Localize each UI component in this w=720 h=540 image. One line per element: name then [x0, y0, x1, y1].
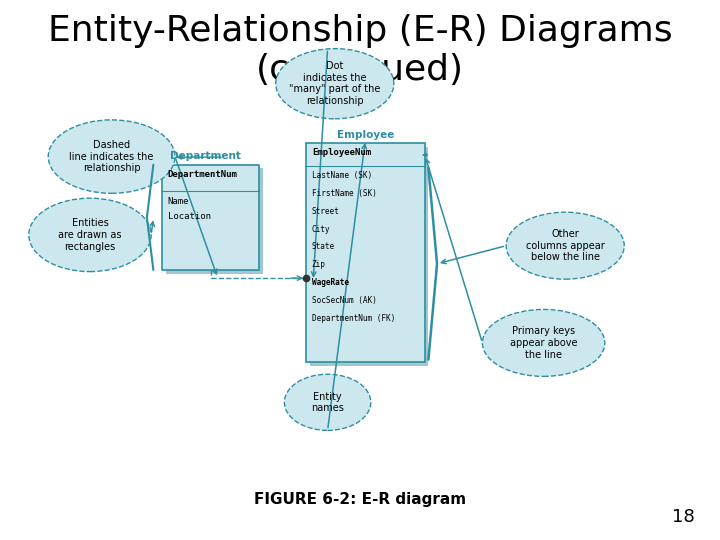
Text: SocSecNum (AK): SocSecNum (AK) [312, 296, 377, 305]
Ellipse shape [284, 374, 371, 430]
FancyBboxPatch shape [166, 168, 263, 274]
Ellipse shape [482, 309, 605, 376]
Ellipse shape [48, 120, 175, 193]
Text: Entity-Relationship (E-R) Diagrams
(continued): Entity-Relationship (E-R) Diagrams (cont… [48, 14, 672, 87]
Text: DepartmentNum (FK): DepartmentNum (FK) [312, 314, 395, 323]
Text: Street: Street [312, 207, 340, 216]
Text: Other
columns appear
below the line: Other columns appear below the line [526, 229, 605, 262]
Text: Name: Name [168, 197, 189, 206]
Text: Primary keys
appear above
the line: Primary keys appear above the line [510, 326, 577, 360]
Text: FIGURE 6-2: E-R diagram: FIGURE 6-2: E-R diagram [254, 492, 466, 507]
Text: DepartmentNum: DepartmentNum [168, 170, 238, 179]
Text: Entity
names: Entity names [311, 392, 344, 413]
Text: Zip: Zip [312, 260, 325, 269]
Text: EmployeeNum: EmployeeNum [312, 148, 371, 158]
Text: FirstName (SK): FirstName (SK) [312, 189, 377, 198]
FancyBboxPatch shape [310, 147, 428, 366]
Text: Dot
indicates the
"many" part of the
relationship: Dot indicates the "many" part of the rel… [289, 62, 380, 106]
Text: Dashed
line indicates the
relationship: Dashed line indicates the relationship [69, 140, 154, 173]
Text: City: City [312, 225, 330, 234]
Ellipse shape [506, 212, 624, 279]
Text: Entities
are drawn as
rectangles: Entities are drawn as rectangles [58, 218, 122, 252]
Text: Department: Department [171, 151, 241, 161]
Text: Location: Location [168, 212, 211, 221]
Text: 18: 18 [672, 509, 695, 526]
Text: State: State [312, 242, 335, 252]
Ellipse shape [29, 198, 151, 272]
FancyBboxPatch shape [306, 143, 425, 362]
Text: WageRate: WageRate [312, 278, 348, 287]
Text: LastName (SK): LastName (SK) [312, 171, 372, 180]
Text: Employee: Employee [337, 130, 394, 140]
Ellipse shape [276, 49, 394, 119]
FancyBboxPatch shape [162, 165, 259, 270]
